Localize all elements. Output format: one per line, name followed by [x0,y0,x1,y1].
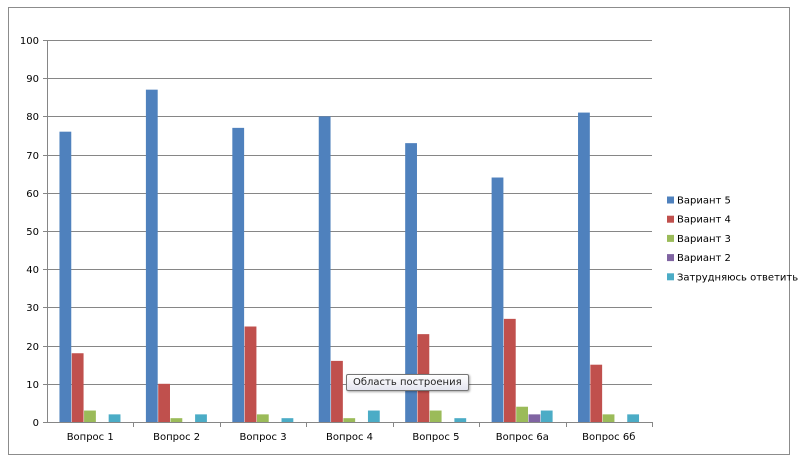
bar[interactable] [195,414,207,422]
bar[interactable] [244,326,257,423]
y-tick-label: 100 [20,36,39,47]
bar[interactable] [540,410,553,422]
axes [43,40,653,427]
legend-swatch [667,254,674,262]
bar[interactable] [516,406,529,422]
bar[interactable] [158,383,170,422]
bar[interactable] [331,360,343,422]
bar[interactable] [503,318,516,422]
bar[interactable] [281,418,294,422]
bar[interactable] [528,414,541,422]
legend-label: Вариант 4 [677,215,731,226]
y-tick-label: 70 [26,151,39,162]
x-tick-label: Вопрос 3 [240,432,287,443]
bar[interactable] [491,177,504,422]
bar[interactable] [367,410,380,422]
legend-label: Затрудняюсь ответить [677,272,798,283]
gridlines [47,40,652,385]
bar[interactable] [578,112,590,422]
y-tick-label: 90 [26,74,39,85]
bar[interactable] [454,418,467,422]
bar[interactable] [145,89,158,422]
y-tick-label: 0 [33,418,39,429]
x-tick-label: Вопрос 6б [582,432,635,443]
legend-label: Вариант 5 [677,196,731,207]
y-axis-ticks: 0 10 20 30 40 50 60 70 80 90 100 [20,36,39,429]
bar[interactable] [602,414,615,422]
legend-swatch [667,273,674,281]
plot-area-tooltip: Область построения [346,374,469,391]
bar[interactable] [232,127,245,423]
bar[interactable] [429,410,442,422]
bar[interactable] [405,143,417,422]
x-tick-label: Вопрос 4 [326,432,373,443]
bar[interactable] [256,414,269,422]
bar[interactable] [84,410,96,422]
y-tick-label: 10 [26,380,39,391]
bar[interactable] [627,414,640,422]
x-axis-ticks: Вопрос 1 Вопрос 2 Вопрос 3 Вопрос 4 Вопрос 5… [67,432,636,443]
y-tick-label: 50 [26,227,39,238]
x-tick-label: Вопрос 2 [153,432,200,443]
legend-swatch [667,215,674,223]
legend-label: Вариант 2 [677,253,731,264]
x-tick-label: Вопрос 6а [496,432,549,443]
bar[interactable] [590,364,603,422]
legend[interactable]: Вариант 5 Вариант 4 Вариант 3 Вариант 2 Затр… [667,196,798,284]
y-tick-label: 80 [26,112,39,123]
y-tick-label: 20 [26,342,39,353]
x-tick-label: Вопрос 1 [67,432,114,443]
bar[interactable] [318,116,331,423]
x-tick-label: Вопрос 5 [412,432,459,443]
bar[interactable] [170,418,183,422]
legend-label: Вариант 3 [677,234,731,245]
bar[interactable] [71,353,84,422]
bar[interactable] [343,418,356,422]
bars [59,89,640,423]
legend-swatch [667,234,674,242]
y-tick-label: 40 [26,265,39,276]
bar[interactable] [108,414,121,422]
y-tick-label: 30 [26,303,39,314]
y-tick-label: 60 [26,189,39,200]
legend-swatch [667,196,674,204]
bar[interactable] [59,131,72,422]
